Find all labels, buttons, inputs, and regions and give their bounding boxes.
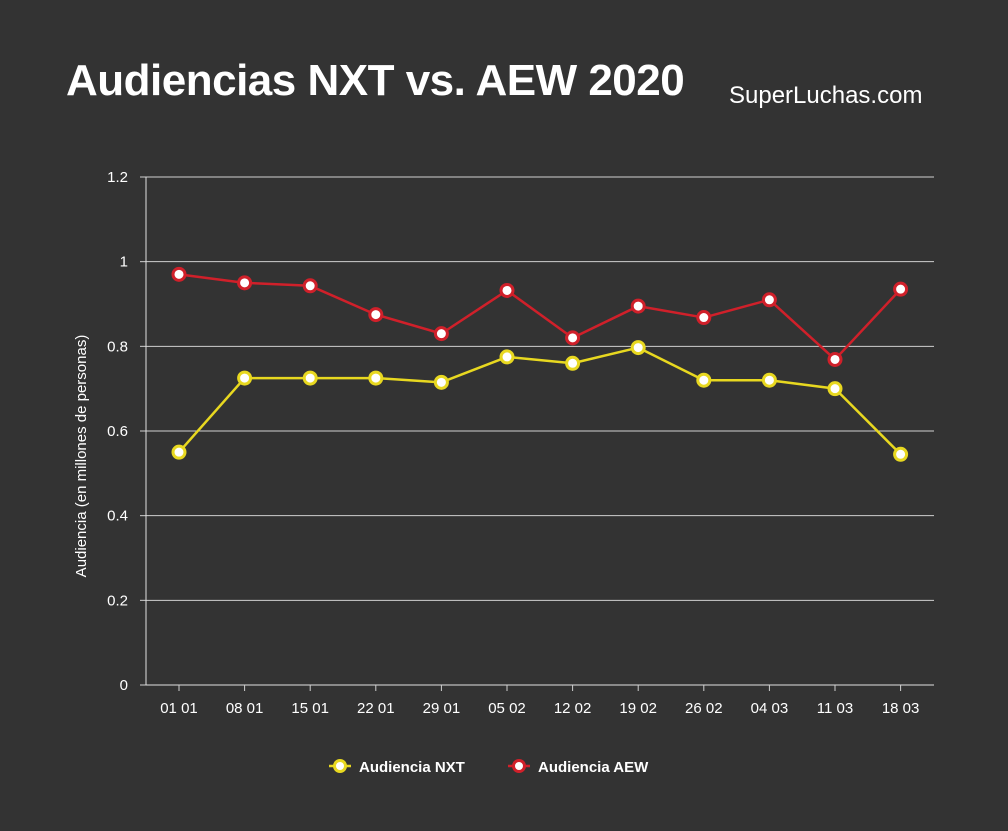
x-tick-label: 05 02 <box>488 700 526 717</box>
y-tick-label: 1.2 <box>107 169 128 186</box>
data-point <box>171 444 187 460</box>
y-tick-label: 0.6 <box>107 423 128 440</box>
x-tick-label: 18 03 <box>882 700 920 717</box>
data-point <box>237 275 253 291</box>
y-tick-label: 1 <box>120 254 128 271</box>
data-point <box>302 278 318 294</box>
legend-marker <box>333 759 347 773</box>
data-point <box>499 349 515 365</box>
y-axis-title: Audiencia (en millones de personas) <box>73 335 90 578</box>
data-point <box>761 372 777 388</box>
y-tick-label: 0.2 <box>107 592 128 609</box>
legend-marker <box>512 759 526 773</box>
data-point <box>761 292 777 308</box>
y-axis: 0 0.2 0.4 0.6 0.8 1 1.2 <box>107 169 146 694</box>
chart-title: Audiencias NXT vs. AEW 2020 <box>66 56 685 105</box>
data-point <box>368 307 384 323</box>
data-point <box>368 370 384 386</box>
series-line <box>178 346 902 456</box>
brand-watermark: SuperLuchas.com <box>729 82 923 109</box>
data-point <box>433 374 449 390</box>
grid-lines <box>146 176 934 601</box>
data-point <box>302 370 318 386</box>
data-point <box>499 282 515 298</box>
data-point <box>565 355 581 371</box>
y-tick-label: 0.8 <box>107 338 128 355</box>
series-audiencia-nxt <box>171 340 909 462</box>
series-audiencia-aew <box>171 266 909 367</box>
legend-label: Audiencia NXT <box>359 759 465 776</box>
data-point <box>893 446 909 462</box>
x-tick-label: 04 03 <box>751 700 789 717</box>
data-point <box>827 381 843 397</box>
legend-item: Audiencia NXT <box>329 759 465 776</box>
legend-item: Audiencia AEW <box>508 759 649 776</box>
x-tick-label: 19 02 <box>619 700 657 717</box>
y-tick-label: 0 <box>120 677 128 694</box>
data-point <box>171 266 187 282</box>
data-point <box>827 351 843 367</box>
x-tick-label: 11 03 <box>817 700 853 717</box>
data-point <box>696 310 712 326</box>
x-tick-label: 08 01 <box>226 700 264 717</box>
legend-label: Audiencia AEW <box>538 759 649 776</box>
legend: Audiencia NXT Audiencia AEW <box>329 759 649 776</box>
x-axis: 01 01 08 01 15 01 22 01 29 01 05 02 12 02 19 02… <box>160 685 919 717</box>
data-point <box>565 330 581 346</box>
x-tick-label: 12 02 <box>554 700 592 717</box>
data-point <box>696 372 712 388</box>
data-point <box>630 298 646 314</box>
x-tick-label: 26 02 <box>685 700 723 717</box>
x-tick-label: 01 01 <box>160 700 198 717</box>
x-tick-label: 29 01 <box>423 700 461 717</box>
data-point <box>893 281 909 297</box>
data-point <box>237 370 253 386</box>
series-line <box>178 273 902 361</box>
x-tick-label: 22 01 <box>357 700 395 717</box>
y-tick-label: 0.4 <box>107 508 128 525</box>
x-tick-label: 15 01 <box>291 700 329 717</box>
data-point <box>630 340 646 356</box>
data-point <box>433 326 449 342</box>
